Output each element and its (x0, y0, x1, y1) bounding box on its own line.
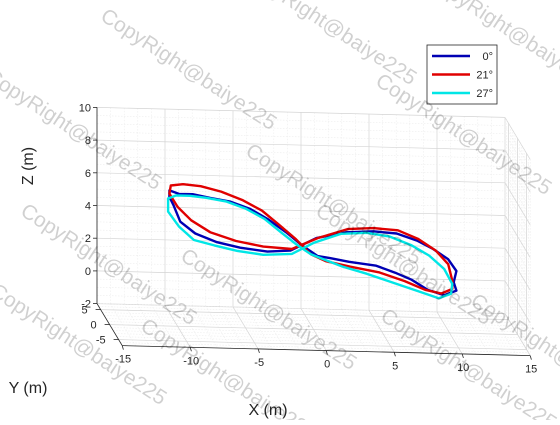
z-tick-label: -2 (81, 299, 91, 311)
z-tick-label: 4 (85, 201, 91, 213)
minor-grid-line (107, 321, 516, 332)
x-tick-label: 10 (457, 362, 469, 374)
x-tick-label: 15 (525, 364, 537, 376)
tick-mark (121, 345, 124, 350)
tick-mark (257, 348, 260, 354)
x-axis-label: X (m) (248, 402, 287, 419)
x-tick-label: -15 (115, 354, 131, 366)
y-tick-label: 0 (90, 320, 96, 332)
tick-mark (325, 350, 328, 355)
major-grid-line (96, 139, 506, 151)
y-tick-label: 5 (81, 305, 87, 317)
major-grid-line (96, 270, 506, 282)
major-grid-line (109, 324, 518, 335)
major-grid-line (96, 107, 506, 118)
x-tick-label: -10 (183, 355, 199, 367)
major-grid-line (96, 205, 506, 216)
minor-grid-line (96, 197, 506, 208)
axis-lines (93, 107, 532, 360)
minor-grid-line (102, 312, 511, 323)
minor-grid-line (96, 188, 506, 200)
y-tick-label: -5 (96, 335, 106, 347)
trajectory-line-2 (166, 194, 454, 300)
minor-grid-line (114, 333, 524, 344)
x-tick-label: -5 (254, 357, 264, 369)
minor-grid-line (96, 221, 506, 233)
minor-grid-line (96, 303, 506, 314)
z-tick-label: 0 (85, 266, 91, 278)
minor-grid-line (105, 318, 515, 329)
legend: 0° 21° 27° (426, 44, 498, 105)
x-tick-label: 5 (392, 360, 398, 372)
z-tick-label: 8 (85, 135, 91, 147)
tick-mark (529, 355, 532, 360)
minor-grid-line (96, 180, 506, 192)
legend-label-2: 27° (476, 88, 493, 100)
minor-grid-line (96, 213, 506, 224)
minor-grid-line (96, 156, 506, 167)
minor-grid-line (96, 287, 506, 298)
minor-grid-line (96, 246, 506, 257)
minor-grid-line (104, 315, 513, 326)
minor-grid-line (96, 278, 506, 290)
legend-label-0: 0° (482, 51, 493, 63)
minor-grid-line (116, 336, 525, 347)
minor-grid-line (96, 131, 506, 143)
tick-mark (393, 352, 396, 357)
minor-grid-line (96, 148, 506, 159)
minor-grid-line (96, 115, 506, 126)
z-tick-label: 2 (85, 233, 91, 245)
tick-mark (189, 347, 192, 352)
major-grid-line (96, 172, 506, 184)
minor-grid-line (96, 262, 506, 273)
minor-grid-line (96, 164, 506, 175)
z-tick-label: 10 (79, 102, 91, 114)
z-tick-label: 6 (85, 168, 91, 180)
major-grid-line (100, 309, 509, 320)
minor-grid-line (113, 330, 522, 341)
legend-label-1: 21° (476, 70, 493, 82)
minor-grid-line (96, 229, 506, 241)
z-axis-label: Z (m) (20, 147, 37, 185)
minor-grid-line (96, 295, 506, 306)
minor-grid-line (111, 327, 520, 338)
major-grid-line (118, 339, 527, 350)
tick-mark (461, 353, 464, 359)
minor-grid-line (120, 342, 529, 353)
trajectory-curves (166, 183, 458, 300)
minor-grid-line (98, 306, 507, 317)
x-tick-label: 0 (324, 359, 330, 371)
y-axis-label: Y (m) (9, 380, 48, 397)
minor-grid-line (96, 123, 506, 134)
